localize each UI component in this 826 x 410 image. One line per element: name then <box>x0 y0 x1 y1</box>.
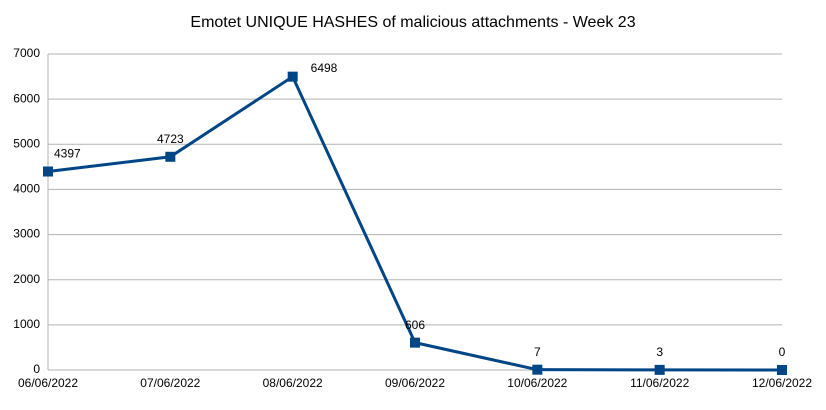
x-tick-label: 09/06/2022 <box>385 376 445 390</box>
y-tick-label: 5000 <box>13 136 40 150</box>
marker <box>287 71 298 82</box>
marker <box>410 337 420 348</box>
y-tick-label: 2000 <box>13 272 40 286</box>
marker <box>654 364 665 375</box>
y-tick-label: 3000 <box>13 227 40 241</box>
chart-title: Emotet UNIQUE HASHES of malicious attach… <box>190 14 635 31</box>
x-tick-label: 07/06/2022 <box>140 376 200 390</box>
y-tick-label: 4000 <box>13 182 40 196</box>
data-label: 606 <box>405 318 425 332</box>
data-label: 4397 <box>54 147 81 161</box>
marker <box>43 166 53 177</box>
x-tick-label: 06/06/2022 <box>18 376 78 390</box>
marker <box>532 364 543 375</box>
y-tick-label: 7000 <box>13 46 40 60</box>
x-tick-label: 08/06/2022 <box>263 376 323 390</box>
y-tick-label: 0 <box>33 362 40 376</box>
x-tick-label: 11/06/2022 <box>630 376 689 390</box>
data-label: 0 <box>779 345 786 359</box>
marker <box>165 151 176 162</box>
data-label: 4723 <box>157 132 184 146</box>
marker <box>777 365 787 375</box>
y-tick-label: 6000 <box>13 91 40 105</box>
x-tick-label: 10/06/2022 <box>507 376 567 390</box>
data-label: 3 <box>656 345 663 359</box>
data-label: 7 <box>534 345 541 359</box>
data-label: 6498 <box>311 61 338 75</box>
y-tick-label: 1000 <box>13 317 40 331</box>
x-tick-label: 12/06/2022 <box>752 376 812 390</box>
